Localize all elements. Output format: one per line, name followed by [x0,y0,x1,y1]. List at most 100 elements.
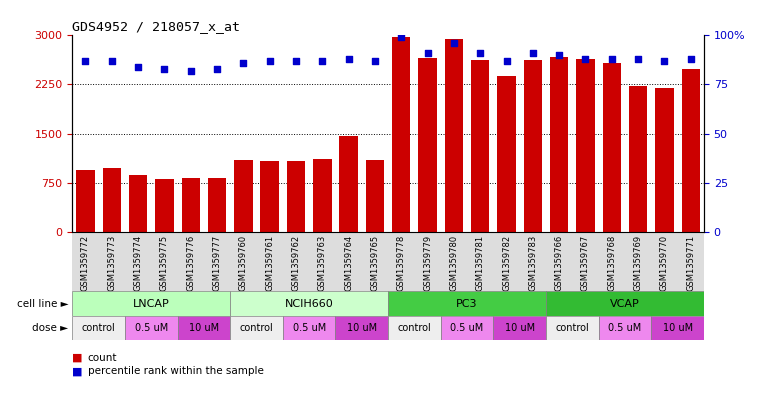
Text: GSM1359780: GSM1359780 [450,235,458,291]
Text: GSM1359766: GSM1359766 [555,235,564,291]
Point [422,50,434,56]
Bar [388,316,441,340]
Bar [576,59,594,232]
Point [211,66,223,72]
Bar [419,58,437,232]
Text: GSM1359773: GSM1359773 [107,235,116,291]
Bar [72,316,125,340]
Text: GSM1359772: GSM1359772 [81,235,90,291]
Text: 0.5 uM: 0.5 uM [135,323,168,333]
Text: count: count [88,353,117,363]
Bar [546,291,704,316]
Bar [72,291,231,316]
Bar [682,70,700,232]
Text: GSM1359778: GSM1359778 [396,235,406,291]
Text: GSM1359762: GSM1359762 [291,235,301,291]
Point [185,68,197,74]
Bar [388,291,546,316]
Point [369,58,381,64]
Bar [177,316,230,340]
Bar [339,136,358,232]
Bar [550,57,568,232]
Point [79,58,91,64]
Bar [629,86,648,232]
Point [132,64,144,70]
Point [685,56,697,62]
Text: GSM1359777: GSM1359777 [212,235,221,291]
Text: GSM1359770: GSM1359770 [660,235,669,291]
Text: control: control [397,323,431,333]
Text: GSM1359775: GSM1359775 [160,235,169,291]
Text: ■: ■ [72,353,83,363]
Bar [129,175,148,232]
Bar [651,316,704,340]
Bar [283,316,336,340]
Bar [444,39,463,232]
Bar [125,316,177,340]
Text: GDS4952 / 218057_x_at: GDS4952 / 218057_x_at [72,20,240,33]
Bar [103,168,121,232]
Text: ■: ■ [72,366,83,376]
Bar [471,60,489,232]
Text: GSM1359761: GSM1359761 [265,235,274,291]
Bar [231,316,283,340]
Point [263,58,275,64]
Point [658,58,670,64]
Text: GSM1359776: GSM1359776 [186,235,196,291]
Text: 0.5 uM: 0.5 uM [608,323,642,333]
Point [317,58,329,64]
Point [237,60,250,66]
Bar [493,316,546,340]
Text: GSM1359768: GSM1359768 [607,235,616,291]
Text: GSM1359774: GSM1359774 [134,235,142,291]
Text: GSM1359781: GSM1359781 [476,235,485,291]
Text: GSM1359782: GSM1359782 [502,235,511,291]
Text: GSM1359779: GSM1359779 [423,235,432,291]
Text: GSM1359769: GSM1359769 [634,235,642,291]
Point [342,56,355,62]
Text: GSM1359771: GSM1359771 [686,235,696,291]
Point [474,50,486,56]
Bar [260,161,279,232]
Bar [599,316,651,340]
Bar [155,179,174,232]
Bar [231,291,388,316]
Point [632,56,645,62]
Point [106,58,118,64]
Text: 0.5 uM: 0.5 uM [292,323,326,333]
Point [579,56,591,62]
Text: cell line ►: cell line ► [17,299,68,309]
Text: percentile rank within the sample: percentile rank within the sample [88,366,263,376]
Point [447,40,460,46]
Text: control: control [556,323,589,333]
Bar [366,160,384,232]
Point [501,58,513,64]
Text: 0.5 uM: 0.5 uM [451,323,484,333]
Bar [498,76,516,232]
Text: control: control [240,323,273,333]
Text: PC3: PC3 [457,299,478,309]
Text: LNCAP: LNCAP [133,299,170,309]
Point [395,34,407,40]
Text: GSM1359763: GSM1359763 [318,235,326,291]
Text: 10 uM: 10 uM [347,323,377,333]
Bar [208,178,226,232]
Bar [76,170,94,232]
Bar [313,158,332,232]
Bar [392,37,410,232]
Text: GSM1359764: GSM1359764 [344,235,353,291]
Bar [336,316,388,340]
Point [290,58,302,64]
Bar [441,316,493,340]
Text: NCIH660: NCIH660 [285,299,333,309]
Point [527,50,539,56]
Text: dose ►: dose ► [33,323,68,333]
Bar [655,88,673,232]
Bar [546,316,599,340]
Text: GSM1359767: GSM1359767 [581,235,590,291]
Text: GSM1359765: GSM1359765 [371,235,380,291]
Text: GSM1359760: GSM1359760 [239,235,248,291]
Bar [182,178,200,232]
Text: 10 uM: 10 uM [189,323,219,333]
Text: GSM1359783: GSM1359783 [528,235,537,291]
